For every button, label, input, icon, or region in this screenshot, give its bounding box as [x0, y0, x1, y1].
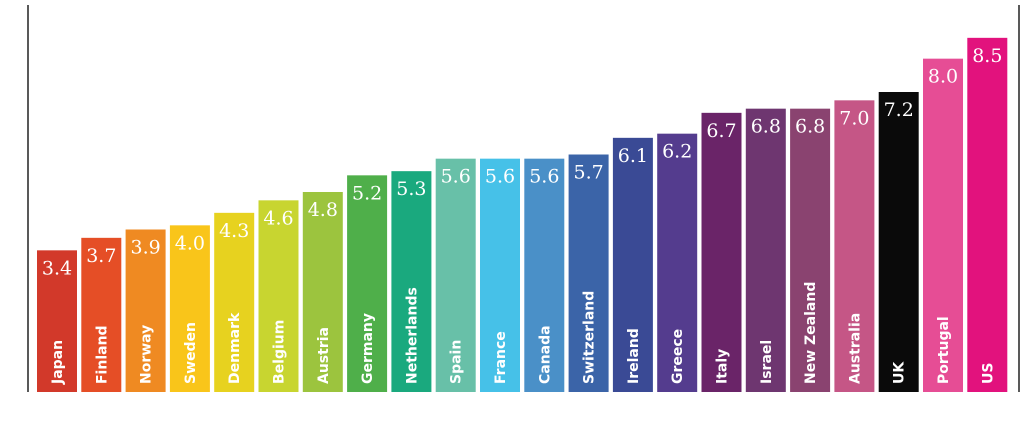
- bar: [568, 154, 609, 392]
- bar: [81, 237, 122, 392]
- value-label: 5.7: [573, 162, 603, 184]
- value-label: 6.2: [662, 141, 692, 163]
- value-label: 5.6: [529, 166, 559, 188]
- bar: [967, 37, 1008, 392]
- value-label: 5.6: [441, 166, 471, 188]
- category-label: Switzerland: [582, 291, 598, 384]
- category-label: Sweden: [183, 322, 199, 384]
- bar: [37, 250, 77, 392]
- value-label: 4.6: [263, 207, 293, 229]
- category-label: Belgium: [272, 320, 288, 384]
- bar: [657, 133, 698, 392]
- category-label: Canada: [537, 325, 553, 384]
- value-label: 6.8: [751, 116, 781, 138]
- bar: [258, 200, 299, 392]
- value-label: 3.4: [42, 257, 72, 279]
- category-label: Australia: [847, 313, 863, 384]
- bar: [834, 100, 875, 392]
- value-label: 3.9: [130, 237, 160, 259]
- category-label: Spain: [449, 340, 465, 384]
- bar: [214, 212, 255, 392]
- category-label: Italy: [715, 349, 731, 384]
- category-label: Netherlands: [404, 287, 420, 384]
- bar: [302, 192, 343, 392]
- bar: [480, 158, 520, 392]
- category-label: Ireland: [626, 328, 642, 384]
- value-label: 6.1: [618, 145, 648, 167]
- bar: [125, 229, 166, 392]
- bar: [923, 58, 963, 393]
- value-label: 7.0: [839, 107, 869, 129]
- value-label: 6.7: [706, 120, 736, 142]
- category-label: Japan: [50, 340, 66, 385]
- value-label: 6.8: [795, 116, 825, 138]
- value-label: 4.0: [175, 232, 205, 254]
- value-label: 4.3: [219, 220, 249, 242]
- value-label: 3.7: [86, 245, 116, 267]
- category-label: Greece: [670, 329, 686, 384]
- category-label: Austria: [316, 327, 332, 384]
- category-label: Denmark: [227, 312, 243, 384]
- category-label: US: [980, 363, 996, 384]
- value-label: 4.8: [308, 199, 338, 221]
- bar: [435, 158, 476, 392]
- category-label: Portugal: [936, 316, 952, 384]
- bar: [701, 112, 742, 392]
- value-label: 8.5: [972, 45, 1002, 67]
- bar: [169, 225, 210, 392]
- bar: [391, 171, 432, 392]
- category-label: Germany: [360, 313, 376, 384]
- value-label: 5.2: [352, 182, 382, 204]
- category-label: Israel: [759, 340, 775, 384]
- bar: [347, 175, 388, 392]
- bar: [612, 137, 653, 392]
- bar: [524, 158, 565, 392]
- value-label: 5.6: [485, 166, 515, 188]
- category-label: Norway: [139, 325, 155, 384]
- category-label: New Zealand: [803, 282, 819, 384]
- category-label: UK: [892, 361, 908, 384]
- category-label: Finland: [94, 325, 110, 384]
- bar: [745, 108, 786, 393]
- value-label: 8.0: [928, 66, 958, 88]
- category-label: France: [493, 331, 509, 384]
- bar: [790, 108, 831, 393]
- bar: [878, 92, 919, 392]
- value-label: 7.2: [884, 99, 914, 121]
- value-label: 5.3: [396, 178, 426, 200]
